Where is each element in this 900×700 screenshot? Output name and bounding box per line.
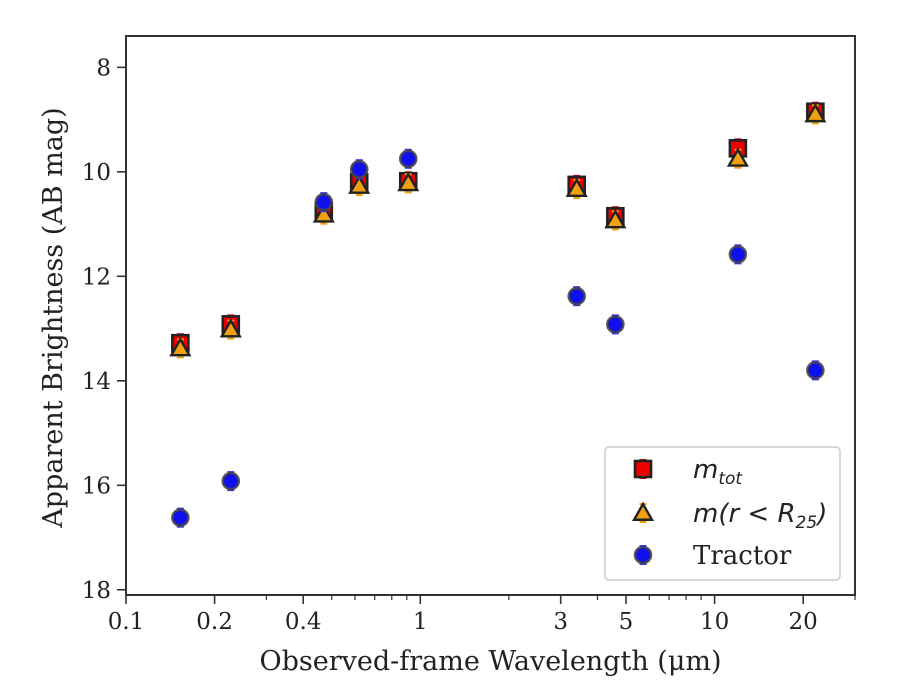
circle-marker [349,159,369,180]
plot-frame [125,35,856,596]
triangle-shape [219,318,242,338]
triangle-marker [804,102,827,125]
square-marker [633,459,653,479]
series-triangle [169,102,827,359]
circle-marker [633,545,653,565]
triangle-shape [312,203,335,223]
circle-shape [806,361,825,380]
triangle-shape [604,208,627,229]
x-tick-label: 10 [700,609,729,635]
circle-shape [567,286,587,306]
triangle-marker [631,501,655,523]
x-tick-label: 0.2 [196,609,233,635]
square-shape [633,459,653,479]
series-circle [171,148,825,528]
y-tick-label: 10 [82,160,111,186]
triangle-marker [219,318,242,340]
triangle-marker [397,171,420,194]
series-square [171,101,825,354]
x-tick-label: 20 [789,609,818,635]
x-tick-label: 3 [553,609,568,635]
triangle-shape [565,177,588,198]
circle-shape [221,471,241,491]
legend: mtot m(r < R25) Tractor [604,446,841,581]
x-axis-label: Observed-frame Wavelength (μm) [259,646,721,677]
circle-shape [398,149,418,169]
plot-layer [169,101,827,528]
triangle-shape [631,501,655,521]
y-tick-label: 8 [96,55,111,81]
triangle-shape [348,174,371,194]
triangle-shape [169,336,192,357]
legend-box [604,446,841,581]
circle-shape [349,159,369,179]
legend-label: Tractor [693,541,792,571]
axes-layer: 0.1 0.2 0.4 1 3 5 10 20 8 10 12 14 16 18 [82,35,856,635]
legend-label: m(r < R25) [693,499,827,533]
y-tick-label: 12 [82,264,111,290]
circle-shape [728,245,748,264]
circle-shape [633,545,653,565]
circle-marker [728,244,748,265]
circle-shape [314,192,334,212]
triangle-shape [397,171,420,192]
triangle-shape [804,102,827,123]
x-tick-label: 0.4 [285,609,322,635]
y-tick-label: 18 [82,578,111,604]
legend-entry-square: mtot [633,455,743,489]
circle-marker [171,507,190,528]
x-tick-label: 1 [413,609,428,635]
circle-shape [606,315,625,334]
triangle-marker [604,208,627,231]
circle-marker [806,360,825,381]
triangle-marker [726,147,749,169]
y-axis-label: Apparent Brightness (AB mag) [38,107,69,528]
circle-marker [221,471,241,492]
triangle-marker [169,336,192,359]
triangle-marker [565,177,588,200]
circle-marker [567,286,587,307]
legend-entry-circle: Tractor [633,541,792,571]
circle-shape [171,508,190,527]
legend-entry-triangle: m(r < R25) [631,499,827,533]
x-tick-label: 5 [619,609,634,635]
triangle-shape [726,147,749,167]
y-tick-label: 14 [82,369,111,395]
circle-marker [314,192,334,213]
legend-label: mtot [693,455,743,489]
circle-marker [606,314,625,335]
circle-marker [398,148,418,169]
y-tick-label: 16 [82,473,111,499]
x-tick-label: 0.1 [108,609,145,635]
